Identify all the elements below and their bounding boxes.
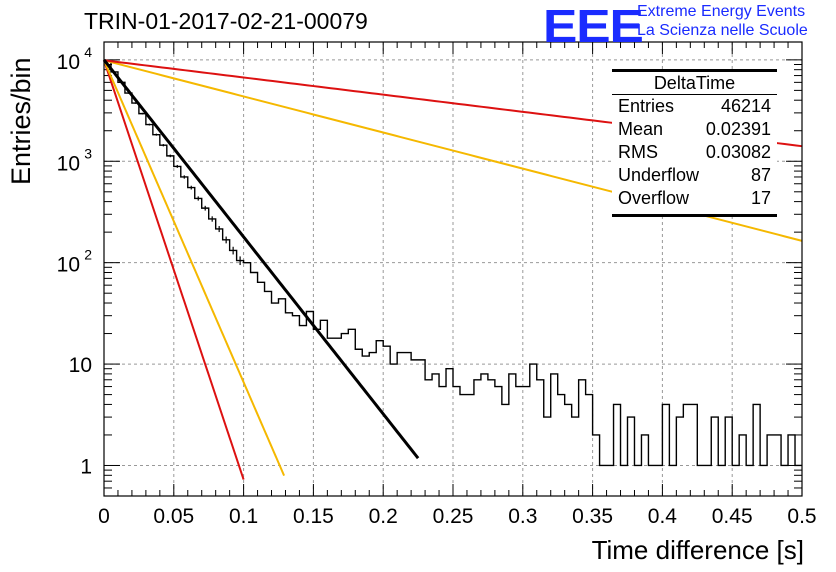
- y-tick-exponent: 2: [84, 247, 92, 263]
- y-tick-label: 10: [69, 354, 92, 377]
- y-tick-label: 10: [57, 254, 80, 277]
- stats-label: Underflow: [618, 165, 700, 185]
- stats-row-entries: Entries 46214: [612, 95, 777, 118]
- stats-title: DeltaTime: [612, 72, 777, 95]
- x-tick-label: 0.3: [508, 505, 537, 528]
- band-line: [103, 59, 245, 480]
- y-tick-label: 10: [57, 152, 80, 175]
- y-tick-label: 1: [80, 455, 92, 478]
- x-tick-label: 0.35: [572, 505, 613, 528]
- stats-value: 0.02391: [705, 119, 771, 139]
- x-tick-label: 0.2: [369, 505, 398, 528]
- logo-line-2: La Scienza nelle Scuole: [637, 22, 808, 39]
- logo-line-1: Extreme Energy Events: [637, 3, 806, 20]
- plot-frame: [103, 41, 803, 497]
- stats-value: 0.03082: [705, 142, 771, 162]
- x-tick-label: 0: [98, 505, 110, 528]
- band-line: [103, 59, 285, 476]
- x-tick-label: 0.05: [153, 505, 194, 528]
- eee-logo: EEE: [543, 0, 644, 52]
- stats-label: Overflow: [618, 188, 690, 208]
- x-tick-label: 0.15: [293, 505, 334, 528]
- stats-value: 17: [750, 188, 771, 208]
- x-tick-label: 0.25: [433, 505, 474, 528]
- x-tick-label: 0.4: [648, 505, 678, 528]
- plot-title: TRIN-01-2017-02-21-00079: [84, 8, 368, 34]
- x-tick-label: 0.5: [787, 505, 816, 528]
- stats-label: Mean: [618, 119, 664, 139]
- y-tick-exponent: 3: [84, 145, 92, 161]
- stats-label: RMS: [618, 142, 658, 162]
- x-tick-label: 0.45: [712, 505, 753, 528]
- stats-label: Entries: [618, 96, 675, 116]
- x-tick-label: 0.1: [229, 505, 258, 528]
- y-tick-label: 10: [57, 51, 80, 74]
- y-tick-exponent: 4: [84, 44, 92, 60]
- fit-line: [102, 58, 420, 460]
- stats-value: 87: [750, 165, 771, 185]
- histogram-step: [104, 60, 802, 467]
- stats-value: 46214: [720, 96, 771, 116]
- stats-row-mean: Mean 0.02391: [612, 118, 777, 141]
- stats-box: DeltaTime Entries 46214 Mean 0.02391 RMS 0.…: [612, 69, 777, 217]
- y-axis-label: Entries/bin: [6, 57, 36, 185]
- stats-row-overflow: Overflow 17: [612, 187, 777, 210]
- x-axis-label: Time difference [s]: [591, 535, 804, 565]
- stats-row-rms: RMS 0.03082: [612, 141, 777, 164]
- stats-row-underflow: Underflow 87: [612, 164, 777, 187]
